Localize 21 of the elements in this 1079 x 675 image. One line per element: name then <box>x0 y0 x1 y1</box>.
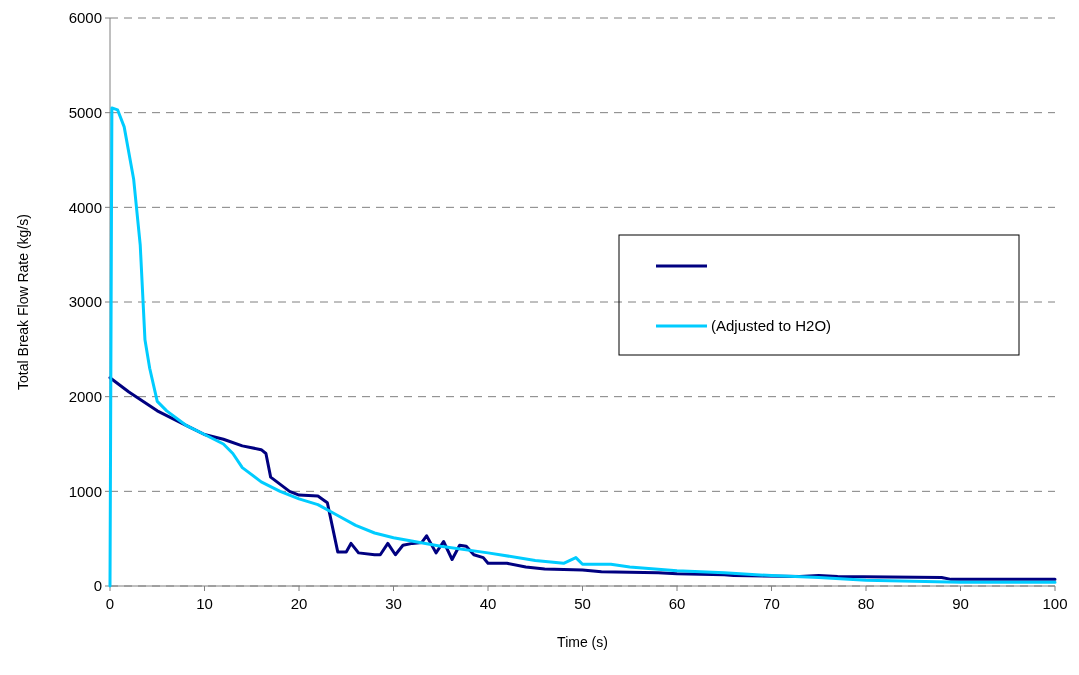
x-tick-label: 40 <box>479 595 497 612</box>
x-tick-label: 10 <box>196 595 213 612</box>
x-tick-label: 20 <box>290 595 308 612</box>
x-tick-label: 50 <box>574 595 591 612</box>
y-tick-label: 4000 <box>68 198 102 216</box>
legend-label: (Adjusted to H2O) <box>711 317 832 335</box>
x-tick-label: 80 <box>857 595 875 612</box>
y-tick-label: 2000 <box>68 387 102 405</box>
y-tick-label: 3000 <box>68 293 102 311</box>
x-tick-label: 60 <box>668 595 686 612</box>
x-tick-label: 30 <box>385 595 402 612</box>
y-tick-label: 5000 <box>68 103 102 121</box>
x-axis-title: Time (s) <box>557 634 608 650</box>
x-tick-label: 90 <box>952 595 969 612</box>
x-tick-label: 0 <box>105 595 115 612</box>
x-tick-label: 70 <box>763 595 780 612</box>
y-axis-title: Total Break Flow Rate (kg/s) <box>15 214 31 390</box>
y-tick-label: 0 <box>93 577 102 595</box>
y-tick-label: 6000 <box>68 9 102 27</box>
y-tick-label: 1000 <box>68 482 102 500</box>
x-tick-label: 100 <box>1042 595 1068 612</box>
